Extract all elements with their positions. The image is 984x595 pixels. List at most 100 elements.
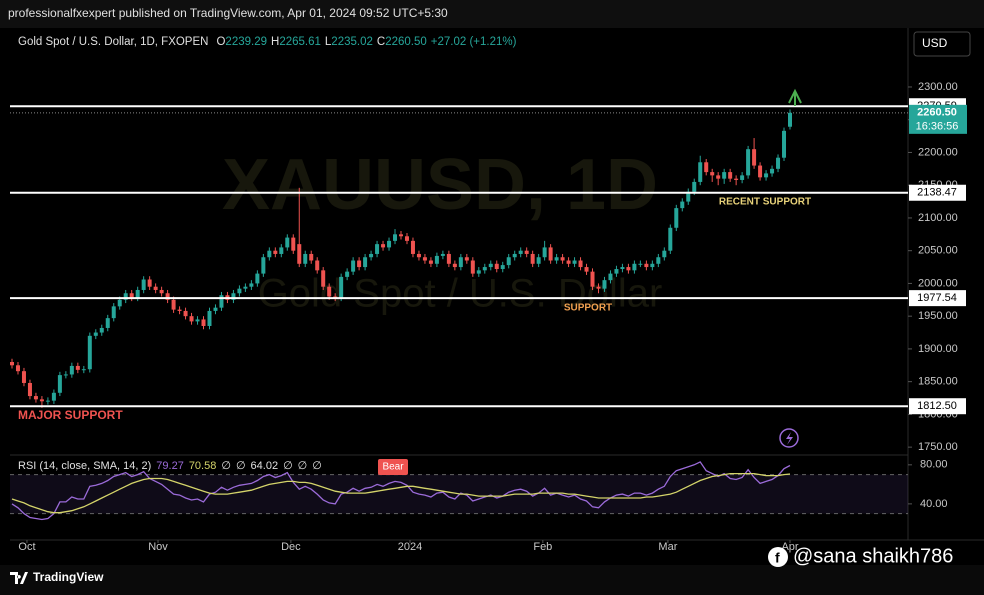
candle-body xyxy=(309,253,314,261)
candle-body xyxy=(764,173,769,178)
candle-body xyxy=(740,175,745,180)
candle-body xyxy=(219,295,224,308)
y-tick-label: 1850.00 xyxy=(918,376,958,388)
level-label: 1977.54 xyxy=(917,292,957,304)
candle-body xyxy=(650,263,655,268)
candle-body xyxy=(428,260,433,264)
candle-body xyxy=(375,244,380,254)
candle-body xyxy=(662,250,667,258)
candle-body xyxy=(752,149,757,166)
candle-body xyxy=(393,234,398,241)
candle-body xyxy=(177,309,182,311)
candle-body xyxy=(746,149,751,176)
signal-label: Bear xyxy=(382,462,404,473)
candle-body xyxy=(788,112,792,127)
candle-body xyxy=(500,265,505,270)
candle-body xyxy=(704,162,709,173)
rsi-extra: ∅ xyxy=(298,460,308,472)
candle-body xyxy=(39,399,44,402)
candle-body xyxy=(416,253,421,258)
footer xyxy=(0,565,984,595)
candle-body xyxy=(33,396,38,400)
currency-button[interactable] xyxy=(913,31,971,57)
candle-body xyxy=(512,253,517,258)
candle-body xyxy=(596,286,601,289)
level-note: RECENT SUPPORT xyxy=(719,197,811,208)
level-tag xyxy=(909,290,966,307)
candle-body xyxy=(734,178,739,180)
last-price-tag xyxy=(909,104,967,134)
candle-body xyxy=(668,227,673,251)
rsi-tick-label: 80.00 xyxy=(920,459,948,471)
candle-body xyxy=(111,306,116,319)
candle-body xyxy=(303,253,308,264)
y-tick-label: 2100.00 xyxy=(918,212,958,224)
candle-body xyxy=(476,270,481,274)
candle-body xyxy=(536,257,541,264)
candle-body xyxy=(572,260,577,264)
candle-body xyxy=(482,267,487,271)
level-note: MAJOR SUPPORT xyxy=(18,408,123,422)
candle-body xyxy=(171,299,176,310)
candle-body xyxy=(602,280,607,289)
candle-body xyxy=(644,263,649,268)
candle-body xyxy=(674,208,679,228)
candle-body xyxy=(710,172,715,176)
candle-body xyxy=(75,365,80,370)
candle-body xyxy=(297,244,302,264)
x-tick-label: Feb xyxy=(533,541,552,553)
candle-body xyxy=(351,260,356,272)
x-tick-label: Nov xyxy=(148,541,168,553)
y-tick-label: 2050.00 xyxy=(918,245,958,257)
ohlc-key: C xyxy=(377,36,385,48)
candle-body xyxy=(488,263,493,268)
candle-body xyxy=(554,257,559,261)
candle-body xyxy=(518,250,523,254)
candle-body xyxy=(698,162,703,182)
candle-body xyxy=(494,263,499,270)
candle-body xyxy=(422,257,427,261)
candle-body xyxy=(189,316,194,322)
y-tick-label: 1900.00 xyxy=(918,343,958,355)
candle-body xyxy=(638,263,643,265)
candle-body xyxy=(321,270,326,287)
facebook-icon xyxy=(768,547,788,567)
candle-body xyxy=(147,279,152,287)
candle-body xyxy=(728,172,733,179)
candle-body xyxy=(686,191,691,202)
candle-body xyxy=(446,253,451,264)
candle-body xyxy=(470,260,475,274)
candle-body xyxy=(165,293,170,300)
rsi-value: 70.58 xyxy=(189,460,217,472)
x-tick-label: Apr xyxy=(781,541,798,553)
candle-body xyxy=(566,260,571,264)
ohlc-key: H xyxy=(271,36,279,48)
publish-info: professionalfxexpert published on Tradin… xyxy=(8,6,448,20)
currency-label: USD xyxy=(922,36,948,50)
x-tick-label: Dec xyxy=(281,541,301,553)
candle-body xyxy=(201,319,206,326)
candle-body xyxy=(57,375,62,393)
candle-body xyxy=(123,293,128,300)
candle-body xyxy=(458,257,463,268)
credit: @sana shaikh786 xyxy=(793,545,953,567)
level-note: SUPPORT xyxy=(564,303,612,314)
candle-body xyxy=(93,332,98,336)
candle-body xyxy=(369,253,374,258)
candle-body xyxy=(231,293,236,300)
ohlc-key: O xyxy=(216,36,225,48)
rsi-extra: ∅ xyxy=(283,460,293,472)
candle-body xyxy=(105,318,110,328)
candle-body xyxy=(680,201,685,209)
candle-body xyxy=(452,263,457,268)
candle-body xyxy=(327,286,332,297)
y-tick-label: 2000.00 xyxy=(918,277,958,289)
candle-body xyxy=(261,257,266,274)
alert-icon xyxy=(779,428,799,448)
rsi-extra: ∅ xyxy=(236,460,246,472)
candle-body xyxy=(243,286,248,289)
legend: Gold Spot / U.S. Dollar, 1D, FXOPEN O2239… xyxy=(18,36,517,48)
up-arrow xyxy=(788,88,802,106)
